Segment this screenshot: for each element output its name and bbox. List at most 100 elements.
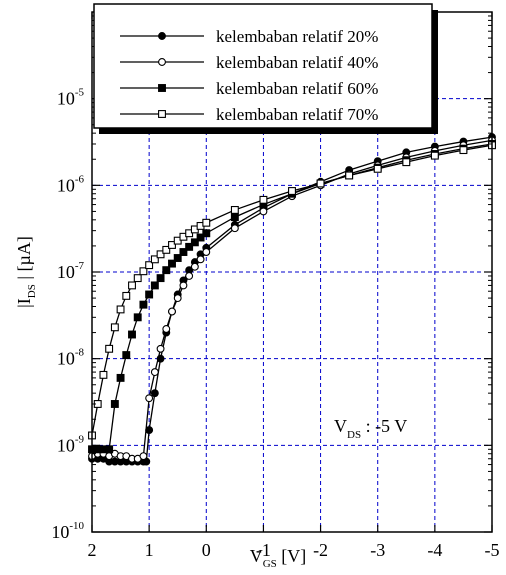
data-point <box>150 255 159 264</box>
legend-marker <box>158 58 166 66</box>
vds-annotation-rest: : -5 V <box>361 416 407 436</box>
legend-label: kelembaban relatif 40% <box>216 53 378 72</box>
x-axis-label-sub: GS <box>263 558 277 570</box>
data-point <box>202 218 211 227</box>
data-point <box>173 254 182 262</box>
data-point <box>162 245 171 254</box>
legend-marker <box>158 110 166 118</box>
data-point <box>179 281 188 290</box>
data-point <box>139 300 148 309</box>
legend-item: kelembaban relatif 70% <box>120 105 378 124</box>
data-point <box>150 368 159 377</box>
data-point <box>133 313 142 322</box>
legend-items: kelembaban relatif 20% kelembaban relatif… <box>120 27 378 124</box>
y-tick-label-base: 10 <box>57 262 75 282</box>
legend-item: kelembaban relatif 40% <box>120 53 378 72</box>
data-point <box>168 259 176 268</box>
data-point <box>259 195 268 204</box>
y-tick-label-base: 10 <box>51 522 69 542</box>
data-point <box>179 248 188 256</box>
data-point <box>202 229 211 238</box>
y-tick-label-base: 10 <box>57 175 75 195</box>
legend-item: kelembaban relatif 20% <box>120 27 378 46</box>
data-point <box>139 452 148 461</box>
y-tick-label-exp: -5 <box>75 87 85 99</box>
data-point <box>162 266 171 275</box>
x-tick-label: -5 <box>485 540 500 560</box>
legend-item: kelembaban relatif 60% <box>120 79 378 98</box>
y-tick-label-base: 10 <box>57 435 75 455</box>
data-point <box>430 151 439 160</box>
data-point <box>150 389 159 398</box>
y-tick-label: 10-5 <box>57 87 85 109</box>
data-point <box>168 241 176 249</box>
data-point <box>105 445 114 454</box>
data-point <box>196 233 205 242</box>
data-point <box>99 370 108 379</box>
x-tick-label: 2 <box>88 540 97 560</box>
data-point <box>288 187 296 195</box>
y-axis-label-sub: DS <box>26 284 38 298</box>
data-point <box>145 290 154 299</box>
data-point <box>145 261 154 270</box>
y-axis-label-pre: |I <box>14 298 34 308</box>
data-point <box>145 394 154 403</box>
y-tick-label: 10-9 <box>57 433 85 455</box>
y-tick-label-base: 10 <box>57 349 75 369</box>
y-tick-label: 10-7 <box>57 260 85 282</box>
data-point <box>168 307 176 316</box>
data-point <box>185 272 194 280</box>
data-point <box>373 164 382 173</box>
y-tick-label-base: 10 <box>57 89 75 109</box>
data-point <box>459 146 468 155</box>
vds-annotation-main: V <box>334 416 347 436</box>
x-axis-label-unit: [V] <box>277 546 307 566</box>
data-point <box>122 351 131 360</box>
data-point <box>122 291 131 300</box>
x-tick-label: 0 <box>202 540 211 560</box>
legend-label: kelembaban relatif 70% <box>216 105 378 124</box>
y-tick-label: 10-8 <box>57 347 85 369</box>
data-point <box>230 213 239 222</box>
data-point <box>116 373 125 382</box>
data-point <box>259 207 268 216</box>
legend-label: kelembaban relatif 20% <box>216 27 378 46</box>
data-point <box>105 344 114 353</box>
legend: kelembaban relatif 20% kelembaban relatif… <box>93 3 438 134</box>
legend-label: kelembaban relatif 60% <box>216 79 378 98</box>
y-tick-label-exp: -7 <box>75 260 85 272</box>
vds-annotation-sub: DS <box>347 429 361 441</box>
y-tick-label: 10-10 <box>51 520 84 542</box>
x-tick-label: 1 <box>145 540 154 560</box>
data-point <box>133 274 142 283</box>
data-point <box>230 205 239 214</box>
x-axis-label-main: V <box>250 546 263 566</box>
data-point <box>116 305 125 314</box>
vds-annotation: VDS : -5 V <box>334 416 407 441</box>
legend-marker <box>158 32 166 40</box>
data-point <box>150 281 159 290</box>
data-point <box>190 238 199 247</box>
data-point <box>156 274 165 283</box>
data-point <box>156 250 165 259</box>
y-tick-label-exp: -9 <box>75 433 85 445</box>
data-point <box>190 262 199 271</box>
data-point <box>316 179 325 188</box>
x-tick-label: -1 <box>256 540 271 560</box>
data-point <box>196 255 205 264</box>
data-point <box>162 325 171 333</box>
data-point <box>173 294 182 303</box>
data-point <box>230 224 239 233</box>
data-point <box>110 400 119 408</box>
data-point <box>128 281 136 290</box>
data-point <box>139 267 148 276</box>
x-tick-label: -3 <box>370 540 385 560</box>
y-axis-label-post: | [µA] <box>14 236 34 284</box>
legend-box <box>93 3 433 129</box>
data-point <box>345 171 354 180</box>
data-point <box>402 158 411 167</box>
x-tick-label: -4 <box>427 540 442 560</box>
